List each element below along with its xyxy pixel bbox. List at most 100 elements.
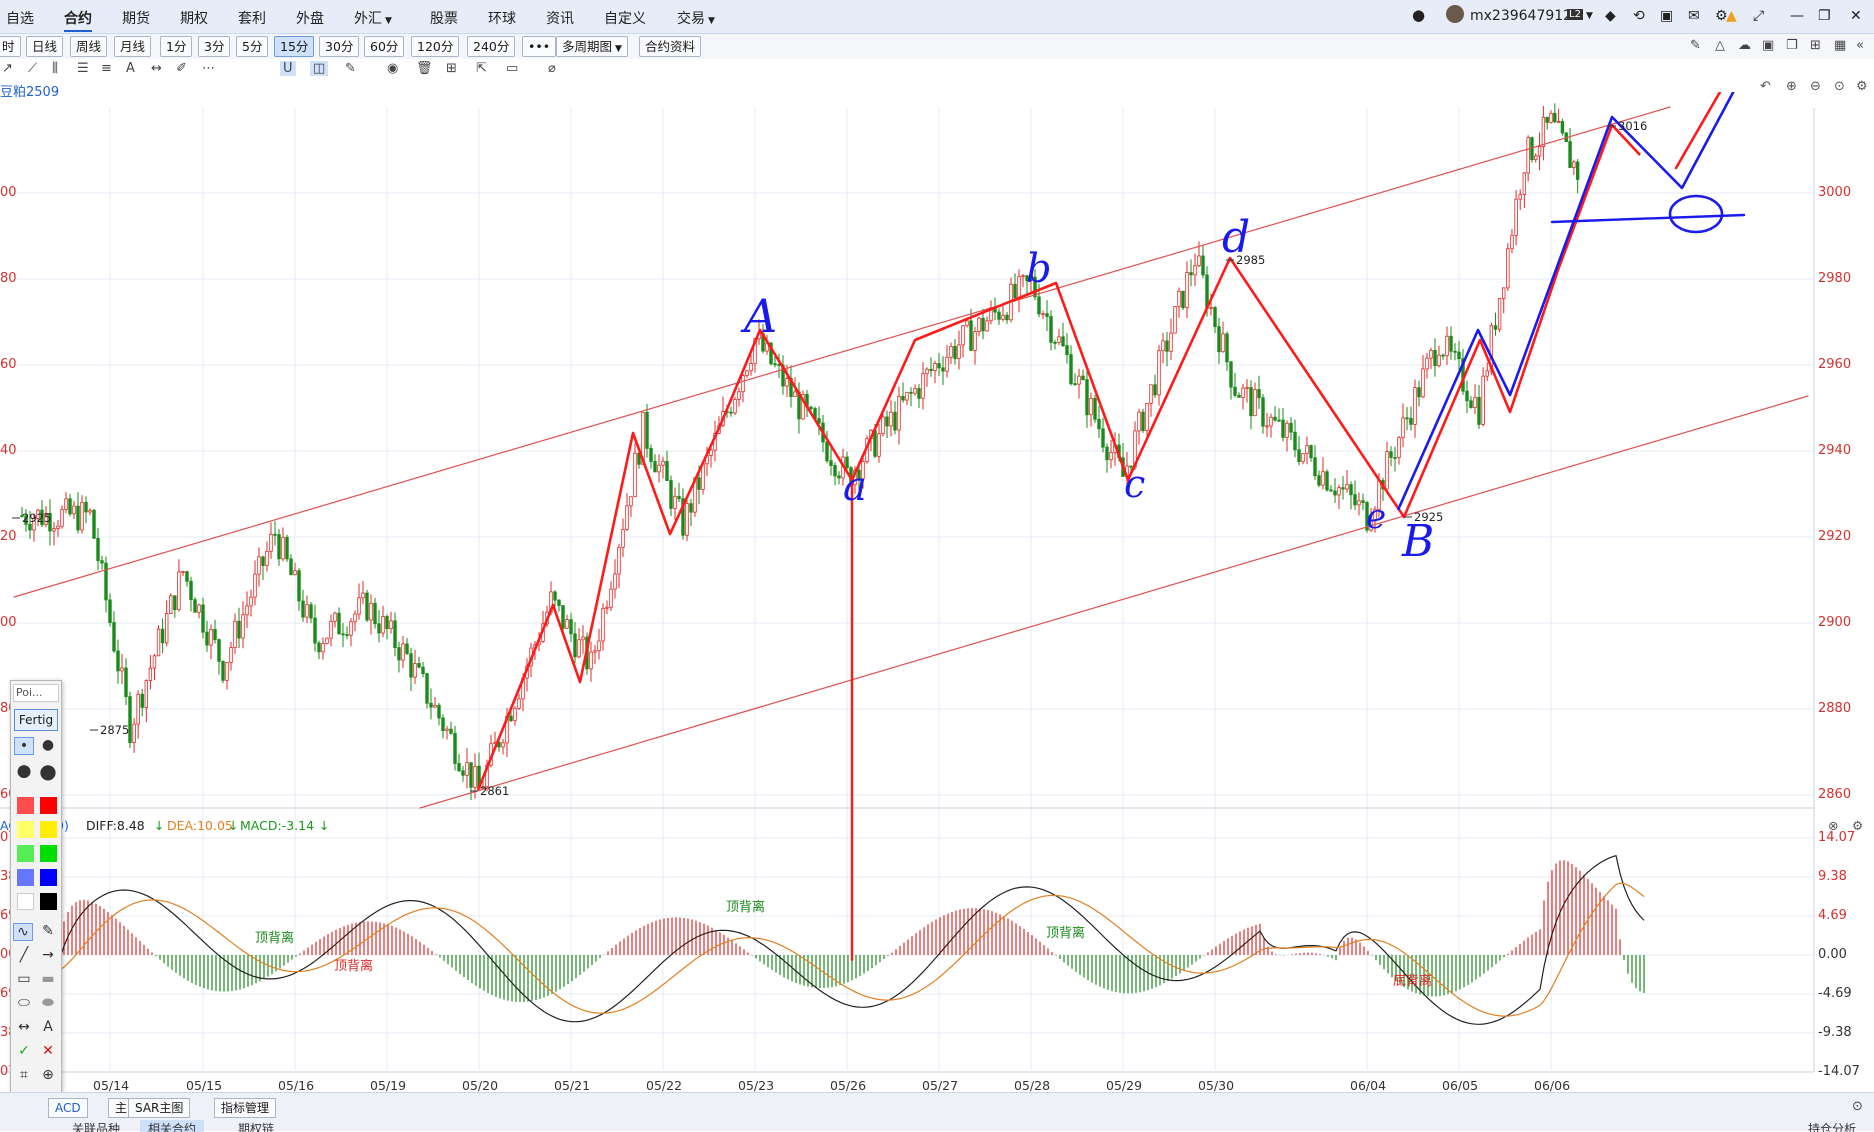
menu-item-waipan[interactable]: 外盘 — [296, 11, 324, 27]
period-button-1min[interactable]: 1分 — [160, 36, 193, 57]
macd-indicator-button[interactable]: ACD — [48, 1098, 88, 1118]
period-button-120min[interactable]: 120分 — [411, 36, 460, 57]
zoom-icon[interactable]: ⊕ — [42, 1067, 54, 1083]
fib-tool-icon[interactable]: ≡ — [101, 61, 112, 76]
avatar[interactable] — [1446, 5, 1464, 23]
period-button-240min[interactable]: 240分 — [467, 36, 516, 57]
sar-main-button[interactable]: SAR主图 — [128, 1098, 191, 1118]
menu-item-zixuan[interactable]: 自选 — [6, 11, 34, 27]
large-dot-icon[interactable]: ● — [16, 761, 32, 781]
color-swatch-white[interactable] — [17, 893, 34, 910]
menu-item-heyue[interactable]: 合约 — [64, 8, 92, 32]
chevron-down-icon[interactable]: ▼ — [1586, 11, 1593, 21]
bars-tool-icon[interactable]: ⫼ — [52, 61, 58, 76]
color-swatch-light-yellow[interactable] — [17, 821, 34, 838]
delete-icon[interactable]: ✕ — [42, 1043, 54, 1059]
zoom-in-icon[interactable]: ⊕ — [1786, 79, 1797, 94]
filled-ellipse-icon[interactable]: ⬬ — [42, 995, 54, 1011]
marker-icon[interactable]: ✎ — [42, 923, 54, 939]
ruler-icon[interactable]: ⌀ — [548, 61, 556, 76]
restore-icon[interactable]: ❐ — [1818, 8, 1831, 24]
close-icon[interactable]: ✕ — [1850, 8, 1862, 24]
layers-icon[interactable]: ◆ — [1605, 8, 1616, 24]
crop-icon[interactable]: ⌗ — [20, 1067, 28, 1083]
xlarge-dot-icon[interactable]: ● — [39, 759, 57, 783]
indicator-close-icon[interactable]: ⊗ — [1828, 818, 1839, 833]
tab-option-chain[interactable]: 期权链 — [238, 1122, 275, 1132]
rect-icon[interactable]: ▭ — [17, 971, 31, 987]
calendar-icon[interactable]: ▣ — [1660, 8, 1674, 24]
refresh-icon[interactable]: ⟲ — [1633, 8, 1645, 24]
tab-position-analysis[interactable]: 持仓分析 — [1808, 1122, 1857, 1132]
bell-icon[interactable]: ▲ — [1726, 8, 1737, 24]
pen-icon[interactable]: ✎ — [1690, 38, 1701, 53]
period-button-day[interactable]: 日线 — [26, 36, 64, 57]
period-button-3min[interactable]: 3分 — [198, 36, 231, 57]
trash-icon[interactable]: 🗑 — [416, 61, 433, 76]
small-dot-icon[interactable]: • — [14, 737, 34, 755]
export-icon[interactable]: ⇱ — [476, 61, 487, 76]
period-button-30min[interactable]: 30分 — [319, 36, 360, 57]
mail-icon[interactable]: ✉ — [1688, 8, 1700, 24]
medium-dot-icon[interactable]: ● — [41, 737, 55, 753]
main-chart-toggle[interactable]: 主 — [108, 1098, 135, 1118]
filled-rect-icon[interactable]: ▬ — [41, 971, 55, 987]
chart-settings-icon[interactable]: ⚙ — [1856, 79, 1868, 94]
text-icon[interactable]: A — [43, 1019, 53, 1035]
segment-tool-icon[interactable]: ⟋ — [28, 61, 38, 76]
grid-icon[interactable]: ▦ — [1834, 38, 1847, 53]
hline-tool-icon[interactable]: ☰ — [77, 61, 89, 76]
tab-related-contracts[interactable]: 相关合约 — [140, 1120, 205, 1132]
layout-icon[interactable]: ⊞ — [1810, 38, 1821, 53]
period-button-15min[interactable]: 15分 — [274, 36, 315, 57]
eye-icon[interactable]: ◉ — [387, 61, 399, 76]
location-icon[interactable]: ⊙ — [1852, 1099, 1863, 1114]
menu-item-zixun[interactable]: 资讯 — [546, 11, 574, 27]
more-tools-icon[interactable]: ⋯ — [202, 61, 215, 76]
settings-icon[interactable]: ⚙ — [1715, 8, 1728, 24]
period-button-week[interactable]: 周线 — [70, 36, 108, 57]
double-arrow-icon[interactable]: ↔ — [18, 1019, 30, 1035]
cloud-icon[interactable]: ☁ — [1738, 38, 1751, 53]
color-swatch-light-blue[interactable] — [17, 869, 34, 886]
username[interactable]: mx239647912 — [1470, 8, 1573, 24]
color-swatch-blue[interactable] — [40, 869, 57, 886]
done-button[interactable]: Fertig — [14, 709, 58, 731]
expand-icon[interactable]: ⤢ — [1753, 8, 1765, 24]
period-button-5min[interactable]: 5分 — [236, 36, 269, 57]
color-swatch-light-green[interactable] — [17, 845, 34, 862]
menu-item-gupiao[interactable]: 股票 — [430, 11, 458, 27]
color-swatch-red[interactable] — [40, 797, 57, 814]
collapse-icon[interactable]: « — [1856, 38, 1864, 53]
minimize-icon[interactable]: — — [1790, 8, 1804, 24]
brush-tool-icon[interactable]: ✐ — [176, 61, 187, 76]
pencil-icon[interactable]: ✎ — [345, 61, 356, 76]
zoom-out-icon[interactable]: ⊖ — [1810, 79, 1821, 94]
more-periods-button[interactable]: ••• — [522, 36, 557, 57]
arrow-icon[interactable]: → — [42, 947, 54, 963]
lock-draw-icon[interactable]: ◫ — [310, 61, 329, 76]
color-swatch-yellow[interactable] — [40, 821, 57, 838]
ellipse-icon[interactable]: ⬭ — [18, 995, 30, 1011]
menu-item-jiaoyi[interactable]: 交易 ▼ — [677, 11, 715, 27]
camera-icon[interactable]: ▣ — [1762, 38, 1775, 53]
color-swatch-green[interactable] — [40, 845, 57, 862]
check-icon[interactable]: ✓ — [18, 1043, 30, 1059]
period-button-shi[interactable]: 时 — [0, 36, 21, 57]
line-icon[interactable]: ╱ — [19, 947, 29, 963]
magnet-icon[interactable]: U — [280, 61, 296, 76]
contract-info-button[interactable]: 合约资料 — [639, 36, 702, 57]
tab-related-products[interactable]: 关联品种 — [72, 1122, 121, 1132]
undo-icon[interactable]: ↶ — [1760, 79, 1771, 94]
menu-item-qihuo[interactable]: 期货 — [122, 11, 150, 27]
indicator-manage-button[interactable]: 指标管理 — [214, 1098, 277, 1118]
copy-icon[interactable]: ❐ — [1786, 38, 1798, 53]
indicator-settings-icon[interactable]: ⚙ — [1852, 818, 1864, 833]
ray-tool-icon[interactable]: ↗ — [2, 61, 13, 76]
menu-item-waihui[interactable]: 外汇 ▼ — [354, 11, 392, 27]
robot-icon[interactable]: ● — [1412, 6, 1426, 24]
measure-tool-icon[interactable]: ↔ — [151, 61, 162, 76]
multi-period-button[interactable]: 多周期图 ▼ — [556, 36, 628, 57]
zoom-reset-icon[interactable]: ⊙ — [1834, 79, 1845, 94]
